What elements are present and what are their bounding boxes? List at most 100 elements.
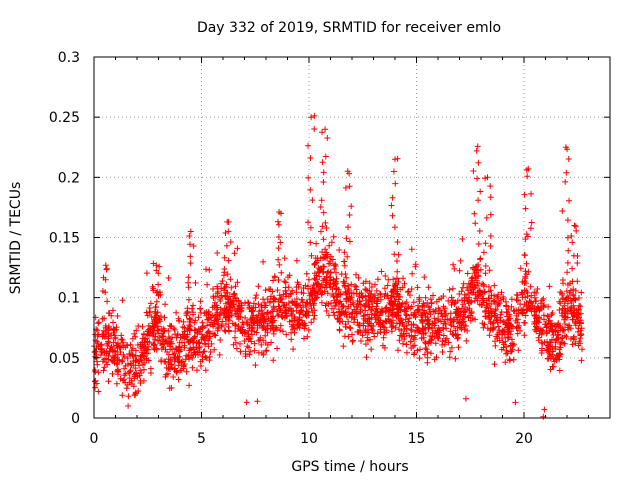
data-point: [194, 329, 201, 336]
data-point: [523, 288, 530, 295]
data-point: [553, 323, 559, 330]
data-point: [531, 294, 538, 301]
data-point: [232, 283, 239, 290]
data-point: [523, 167, 530, 173]
data-point: [330, 233, 337, 240]
data-point: [320, 236, 327, 243]
data-point: [351, 283, 358, 289]
data-point: [105, 324, 112, 331]
data-point: [187, 253, 194, 260]
data-point: [349, 331, 355, 338]
data-point: [430, 292, 436, 299]
data-point: [132, 333, 139, 340]
data-point: [252, 304, 259, 311]
data-point: [546, 352, 553, 359]
axis-ticks: 0 5 10 15 20 0 0.05 0.1 0.15 0.2 0.25 0.3: [49, 50, 610, 447]
data-point: [235, 323, 242, 330]
data-point: [404, 349, 410, 356]
data-point: [264, 320, 271, 327]
data-point: [210, 323, 217, 330]
data-point: [422, 345, 429, 352]
data-point: [105, 378, 112, 385]
data-point: [314, 255, 321, 262]
data-point: [315, 286, 322, 293]
data-point: [214, 283, 221, 290]
data-point: [488, 292, 495, 299]
data-point: [508, 336, 515, 343]
data-point: [407, 292, 413, 299]
data-point: [560, 280, 567, 287]
data-point: [176, 317, 182, 324]
data-point: [275, 234, 282, 240]
data-point: [474, 175, 481, 182]
data-point: [110, 319, 116, 326]
data-point: [527, 225, 534, 232]
data-point: [141, 353, 148, 360]
data-point: [229, 304, 236, 311]
data-point: [216, 351, 223, 358]
data-point: [446, 286, 453, 293]
data-point: [206, 353, 213, 360]
data-point: [464, 298, 471, 305]
data-point: [518, 289, 525, 296]
data-point: [260, 351, 267, 358]
data-point: [218, 280, 225, 287]
data-point: [292, 302, 299, 309]
data-point: [514, 292, 521, 299]
data-point: [372, 316, 379, 323]
data-point: [168, 384, 175, 391]
data-point: [188, 305, 195, 312]
data-point: [562, 178, 569, 185]
data-point: [228, 284, 235, 291]
data-point: [475, 282, 482, 289]
data-point: [200, 348, 207, 355]
data-point: [243, 399, 250, 406]
data-point: [267, 325, 274, 332]
data-point: [214, 327, 221, 334]
data-point: [127, 368, 133, 375]
data-point: [487, 243, 494, 249]
data-point: [101, 364, 108, 371]
data-point: [569, 341, 576, 348]
data-point: [494, 319, 501, 326]
data-point: [565, 281, 571, 288]
data-point: [110, 325, 117, 332]
data-point: [430, 308, 437, 315]
data-point: [488, 301, 495, 307]
data-point: [168, 323, 174, 330]
data-point: [560, 340, 566, 346]
data-point: [396, 337, 403, 344]
data-point: [274, 345, 281, 352]
data-point: [429, 334, 436, 340]
data-point: [408, 333, 415, 340]
data-point: [494, 302, 501, 309]
data-point: [116, 343, 123, 350]
data-point: [545, 318, 552, 324]
data-point: [564, 269, 571, 276]
data-point: [275, 245, 282, 252]
y-tick-label: 0.1: [58, 291, 80, 307]
data-point: [201, 340, 208, 347]
data-point: [203, 354, 210, 361]
data-point: [288, 308, 295, 315]
data-point: [325, 260, 332, 267]
data-point: [204, 281, 211, 288]
data-point: [524, 233, 531, 240]
data-point: [364, 334, 371, 341]
data-point: [210, 286, 216, 292]
data-point: [128, 347, 135, 354]
data-point: [303, 270, 310, 277]
data-point: [448, 294, 455, 301]
data-point: [343, 324, 349, 330]
data-point: [476, 228, 483, 234]
data-point: [318, 197, 325, 204]
data-point: [113, 380, 120, 387]
data-point: [336, 326, 343, 333]
data-point: [204, 322, 210, 329]
data-point: [531, 305, 538, 312]
data-point: [351, 319, 357, 326]
data-point: [282, 293, 289, 300]
data-point: [308, 252, 315, 259]
data-point: [390, 287, 397, 294]
data-point: [425, 303, 432, 310]
